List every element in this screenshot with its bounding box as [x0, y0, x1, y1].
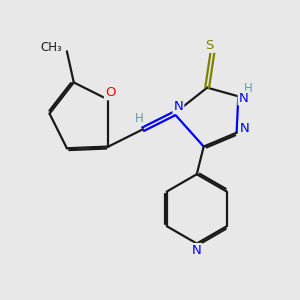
Text: S: S	[206, 39, 214, 52]
Text: N: N	[239, 92, 248, 104]
Text: N: N	[173, 100, 183, 113]
Text: N: N	[239, 122, 249, 135]
Text: H: H	[134, 112, 143, 124]
Text: O: O	[105, 86, 116, 99]
Text: CH₃: CH₃	[40, 40, 62, 54]
Text: N: N	[192, 244, 202, 257]
Text: H: H	[244, 82, 252, 95]
